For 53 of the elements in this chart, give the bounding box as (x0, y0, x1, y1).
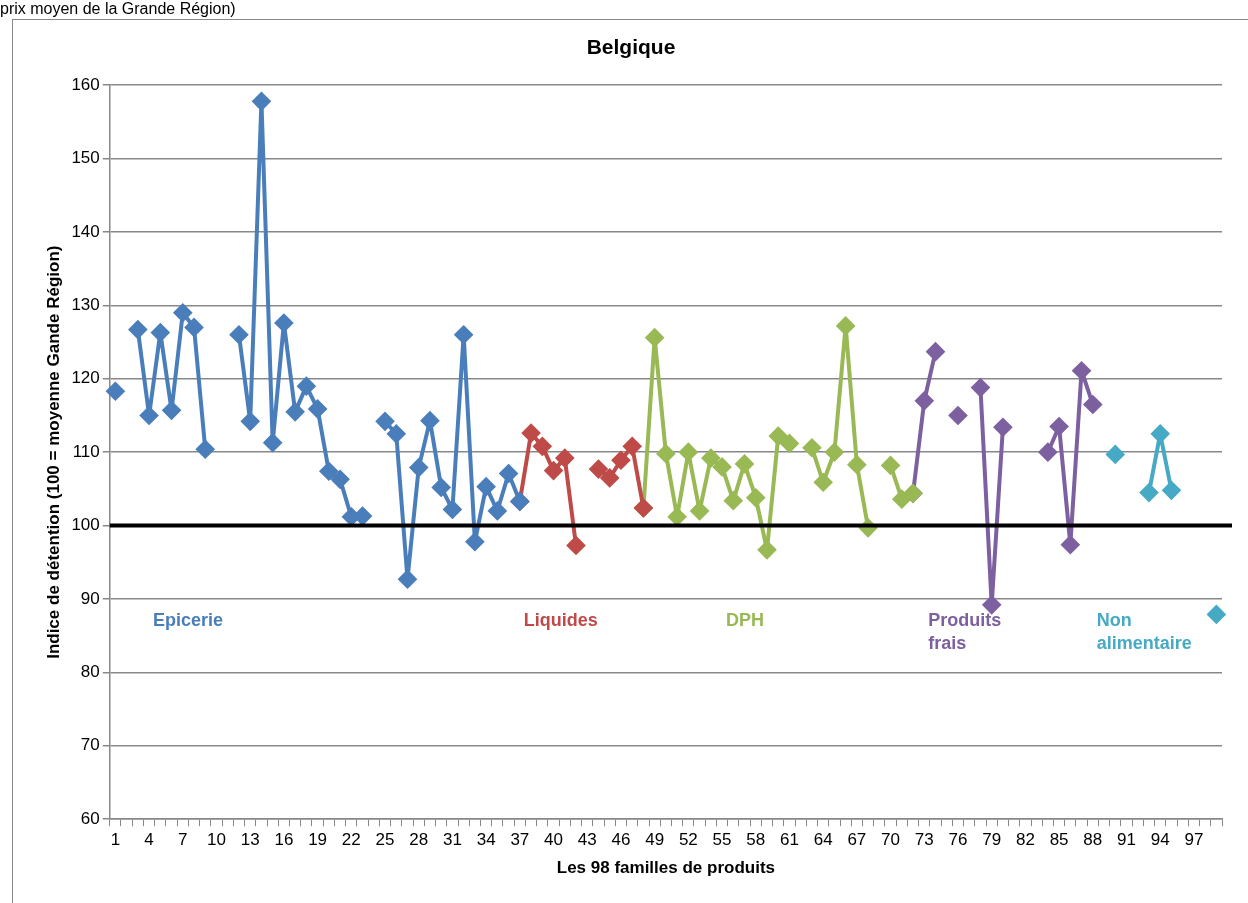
x-tick-label: 37 (510, 830, 530, 850)
y-tick-label: 80 (80, 662, 100, 682)
x-axis-title: Les 98 familles de produits (556, 858, 776, 878)
x-tick-label: 82 (1015, 830, 1035, 850)
x-tick-label: 1 (110, 830, 121, 850)
x-tick-label: 7 (178, 830, 188, 850)
x-tick-label: 91 (1117, 830, 1136, 850)
x-tick-label: 10 (207, 830, 226, 850)
x-tick-label: 70 (881, 830, 901, 850)
x-tick-label: 58 (746, 830, 766, 850)
y-tick-label: 160 (71, 74, 100, 94)
text: prix moyen de la Grande Région) (0, 0, 236, 18)
x-tick-label: 52 (678, 830, 698, 850)
x-tick-label: 34 (476, 830, 496, 850)
y-axis-title: Indice de détention (100 = moyenne Gande Région) (43, 245, 63, 659)
y-tick-label: 60 (80, 808, 100, 828)
x-tick-label: 55 (712, 830, 732, 850)
x-tick-label: 94 (1150, 830, 1170, 850)
x-tick-label: 46 (611, 830, 631, 850)
x-tick-label: 43 (577, 830, 597, 850)
x-tick-label: 97 (1184, 830, 1204, 850)
y-tick-label: 110 (72, 441, 100, 461)
x-tick-label: 25 (375, 830, 395, 850)
x-tick-label: 85 (1049, 830, 1069, 850)
y-tick-label: 140 (71, 221, 100, 241)
x-tick-label: 16 (274, 830, 294, 850)
x-tick-label: 76 (948, 830, 968, 850)
x-tick-label: 31 (442, 830, 462, 850)
x-tick-label: 28 (409, 830, 429, 850)
y-tick-label: 70 (80, 735, 100, 755)
x-tick-label: 67 (847, 830, 867, 850)
x-tick-label: 79 (982, 830, 1002, 850)
x-tick-label: 13 (240, 830, 260, 850)
y-tick-label: 90 (80, 588, 100, 608)
chart-title: Belgique (586, 35, 676, 59)
legend-label: Non alimentaire (1096, 609, 1192, 653)
x-tick-label: 40 (544, 830, 563, 850)
y-tick-label: 150 (71, 148, 100, 168)
y-tick-label: 120 (71, 368, 100, 388)
series-label: Produits frais (928, 609, 1002, 653)
x-tick-label: 73 (914, 830, 934, 850)
text: DPH (726, 609, 765, 630)
x-tick-label: 49 (645, 830, 665, 850)
y-tick-label: 130 (71, 295, 100, 315)
x-tick-label: 19 (308, 830, 328, 850)
text: Epicerie (153, 609, 224, 630)
x-tick-label: 22 (341, 830, 361, 850)
x-tick-label: 61 (780, 830, 799, 850)
x-tick-label: 88 (1083, 830, 1103, 850)
x-tick-label: 4 (144, 830, 154, 850)
text: Liquides (523, 609, 598, 630)
y-tick-label: 100 (71, 515, 100, 535)
x-tick-label: 64 (813, 830, 833, 850)
